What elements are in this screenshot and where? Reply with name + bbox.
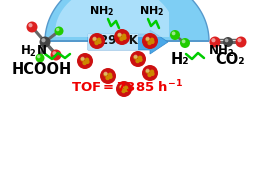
Circle shape <box>85 60 89 64</box>
Circle shape <box>123 86 128 90</box>
Circle shape <box>150 72 154 76</box>
Circle shape <box>236 38 241 42</box>
Circle shape <box>181 40 185 43</box>
Circle shape <box>145 37 149 41</box>
Circle shape <box>150 40 154 44</box>
Text: $\mathbf{NH_2}$: $\mathbf{NH_2}$ <box>89 4 114 18</box>
Circle shape <box>35 53 44 63</box>
Circle shape <box>141 33 157 49</box>
Circle shape <box>26 22 37 33</box>
Circle shape <box>82 61 87 65</box>
Text: $\mathbf{H_2N}$: $\mathbf{H_2N}$ <box>20 43 47 59</box>
Circle shape <box>169 30 179 40</box>
Circle shape <box>121 34 126 38</box>
Circle shape <box>100 68 116 84</box>
Circle shape <box>97 40 101 44</box>
Circle shape <box>224 39 228 42</box>
Text: HCOOH: HCOOH <box>12 62 72 77</box>
Circle shape <box>121 89 125 93</box>
Circle shape <box>147 73 151 77</box>
Circle shape <box>77 53 93 69</box>
Circle shape <box>117 33 121 37</box>
Text: $\mathbf{NH_2}$: $\mathbf{NH_2}$ <box>207 43 234 59</box>
Circle shape <box>54 26 63 36</box>
Circle shape <box>119 85 123 90</box>
Circle shape <box>145 37 149 42</box>
Text: $\mathbf{NH_2}$: $\mathbf{NH_2}$ <box>139 4 164 18</box>
Circle shape <box>114 29 130 45</box>
Circle shape <box>137 56 142 60</box>
Circle shape <box>145 69 149 73</box>
Text: $\mathbf{TOF=7385\ h^{-1}}$: $\mathbf{TOF=7385\ h^{-1}}$ <box>71 79 182 95</box>
Circle shape <box>222 37 232 47</box>
Circle shape <box>103 72 107 76</box>
Circle shape <box>50 50 61 60</box>
Circle shape <box>108 74 112 79</box>
Circle shape <box>209 36 220 47</box>
Circle shape <box>117 33 121 38</box>
Circle shape <box>89 33 105 49</box>
Circle shape <box>105 76 109 80</box>
Circle shape <box>92 37 97 42</box>
Circle shape <box>84 58 89 62</box>
Circle shape <box>103 72 107 77</box>
Circle shape <box>122 36 126 40</box>
Circle shape <box>130 51 146 67</box>
Text: H₂: H₂ <box>170 52 189 67</box>
Circle shape <box>141 65 157 81</box>
Circle shape <box>124 88 128 92</box>
Circle shape <box>80 57 84 61</box>
Circle shape <box>211 38 215 42</box>
Circle shape <box>171 32 175 35</box>
Circle shape <box>133 55 137 60</box>
Circle shape <box>147 41 151 45</box>
Circle shape <box>41 38 45 42</box>
Text: CO₂: CO₂ <box>214 52 244 67</box>
Circle shape <box>145 69 149 74</box>
Circle shape <box>119 37 123 41</box>
Circle shape <box>107 73 112 77</box>
Circle shape <box>138 58 142 62</box>
Circle shape <box>56 28 59 31</box>
Circle shape <box>235 36 246 47</box>
Circle shape <box>39 36 50 47</box>
Circle shape <box>37 55 40 58</box>
Circle shape <box>116 81 132 97</box>
Circle shape <box>96 38 101 42</box>
Polygon shape <box>88 34 137 50</box>
Circle shape <box>179 38 189 48</box>
Circle shape <box>133 55 137 59</box>
Text: 298 K: 298 K <box>100 35 137 47</box>
Circle shape <box>28 23 33 27</box>
Circle shape <box>119 85 123 89</box>
Circle shape <box>52 51 56 55</box>
Polygon shape <box>88 30 167 54</box>
Polygon shape <box>55 0 168 37</box>
Polygon shape <box>45 0 208 41</box>
Circle shape <box>149 38 154 42</box>
Circle shape <box>149 70 154 74</box>
Circle shape <box>80 57 85 62</box>
Circle shape <box>94 41 99 45</box>
Circle shape <box>135 59 139 63</box>
Circle shape <box>92 37 96 41</box>
